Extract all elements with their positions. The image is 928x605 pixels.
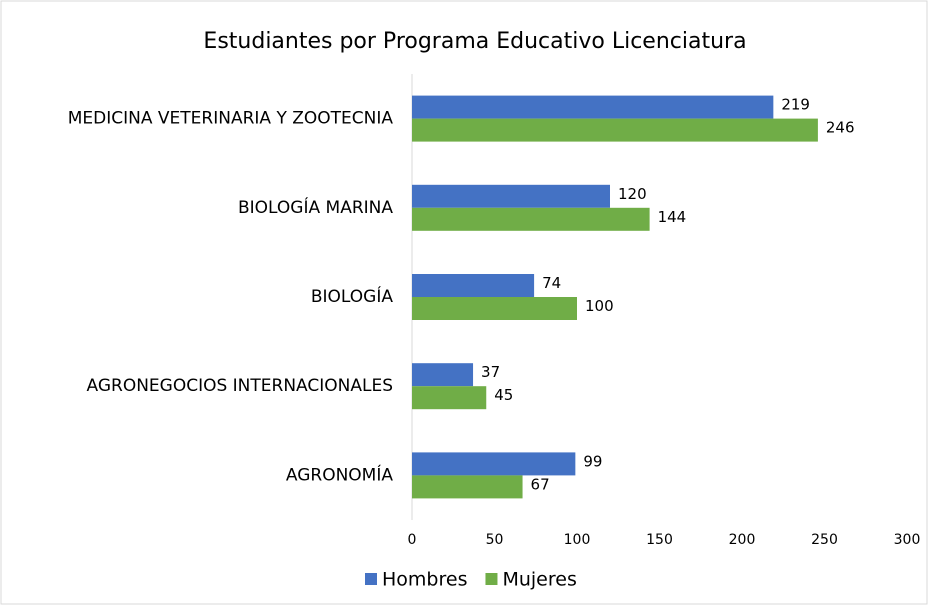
bar [412, 184, 610, 208]
chart-title: Estudiantes por Programa Educativo Licen… [203, 29, 746, 54]
data-label: 219 [781, 96, 810, 114]
y-tick-label: MEDICINA VETERINARIA Y ZOOTECNIA [68, 109, 394, 129]
bar [412, 475, 523, 499]
x-tick-label: 150 [646, 532, 673, 548]
data-label: 144 [658, 208, 687, 226]
legend-label: Mujeres [502, 569, 576, 591]
legend-swatch [485, 573, 498, 585]
data-label: 74 [542, 274, 561, 292]
bar [412, 386, 487, 410]
data-label: 37 [481, 363, 500, 381]
x-tick-label: 50 [486, 532, 504, 548]
bar [412, 118, 818, 142]
x-tick-label: 300 [894, 532, 921, 548]
x-tick-label: 200 [729, 532, 756, 548]
y-tick-label: AGRONOMÍA [286, 463, 393, 485]
y-tick-label: BIOLOGÍA MARINA [238, 196, 393, 218]
bar [412, 274, 535, 297]
data-label: 120 [618, 185, 647, 203]
data-label: 45 [494, 386, 513, 404]
x-tick-label: 0 [408, 532, 417, 548]
legend-label: Hombres [382, 569, 467, 591]
legend-swatch [365, 573, 377, 585]
x-tick-label: 100 [564, 532, 591, 548]
y-tick-label: AGRONEGOCIOS INTERNACIONALES [87, 376, 394, 396]
y-tick-label: BIOLOGÍA [311, 285, 393, 307]
bar [412, 363, 474, 387]
data-label: 100 [585, 297, 614, 315]
data-label: 67 [531, 475, 550, 493]
data-label: 99 [583, 452, 602, 470]
bar [412, 207, 650, 231]
data-label: 246 [826, 119, 855, 137]
bar [412, 297, 577, 320]
bar [412, 95, 774, 119]
x-tick-label: 250 [811, 532, 838, 548]
bar [412, 452, 576, 476]
